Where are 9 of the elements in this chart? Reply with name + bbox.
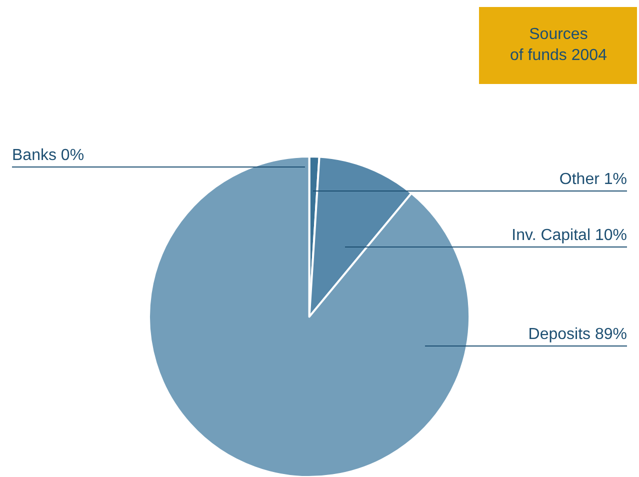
- chart-title: Sources of funds 2004: [510, 26, 608, 64]
- text: 0%: [60, 147, 84, 164]
- data-label: 89%: [594, 326, 627, 343]
- category-label: Banks: [12, 147, 56, 164]
- slice-label: Inv. Capital: [512, 227, 591, 244]
- data-label: 1%: [604, 171, 627, 188]
- slice-label: Other: [559, 171, 600, 188]
- data-label: 10%: [594, 227, 627, 244]
- slice-label: Deposits: [528, 326, 591, 343]
